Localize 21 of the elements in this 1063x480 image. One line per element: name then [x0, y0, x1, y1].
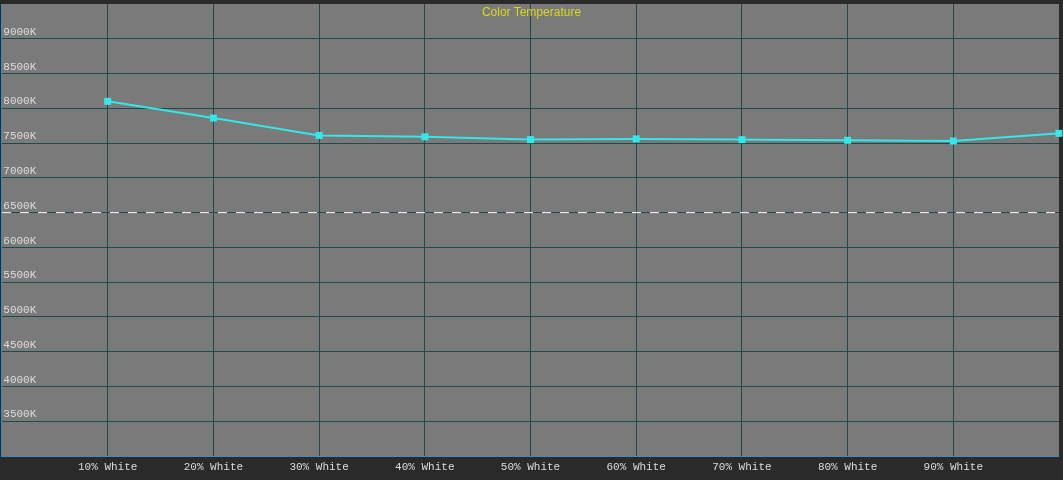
- x-tick-label: 30% White: [289, 461, 349, 474]
- x-tick-label: 20% White: [183, 461, 244, 474]
- x-tick-label: 90% White: [923, 461, 984, 474]
- y-tick-label: 5000K: [3, 304, 37, 317]
- y-tick-label: 9000K: [3, 25, 37, 38]
- y-tick-label: 3500K: [3, 408, 37, 421]
- x-tick-label: 70% White: [712, 461, 772, 474]
- y-tick-label: 4500K: [3, 338, 37, 351]
- y-tick-label: 5500K: [3, 269, 37, 282]
- x-tick-label: 60% White: [606, 461, 666, 474]
- y-tick-label: 8500K: [3, 60, 37, 73]
- x-tick-label: 50% White: [500, 461, 561, 474]
- y-tick-label: 6500K: [3, 199, 37, 212]
- y-tick-label: 7000K: [3, 165, 37, 177]
- x-tick-label: 10% White: [77, 461, 138, 474]
- x-tick-label: 80% White: [817, 461, 878, 474]
- x-tick-label: 40% White: [395, 461, 455, 474]
- y-tick-label: 7500K: [3, 130, 37, 143]
- y-tick-label: 6000K: [3, 234, 37, 247]
- y-tick-label: 8000K: [3, 95, 37, 108]
- y-tick-label: 4000K: [3, 373, 37, 386]
